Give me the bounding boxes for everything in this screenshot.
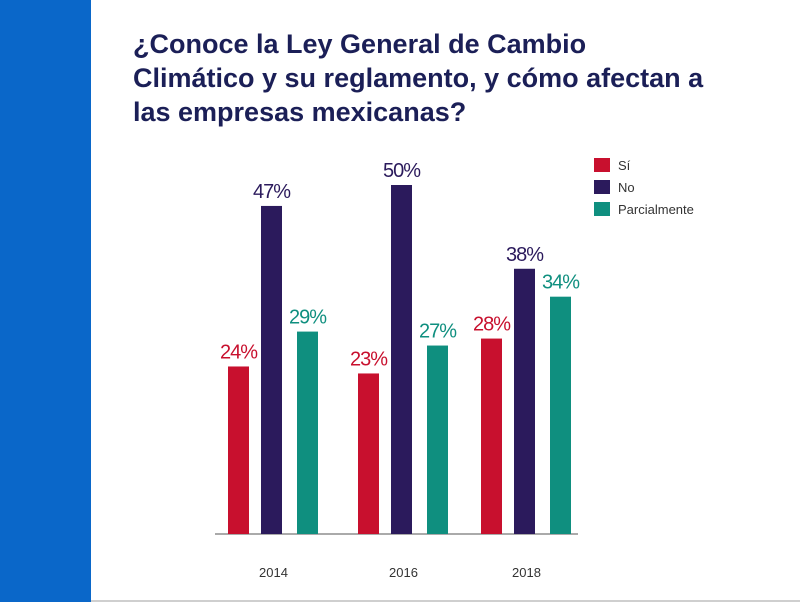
bar-2016-series-1 — [358, 373, 379, 534]
legend-label-series-1: Sí — [618, 158, 631, 173]
bar-2018-series-1 — [481, 338, 502, 534]
bottom-divider — [91, 600, 800, 602]
bar-2014-series-2 — [261, 205, 282, 534]
legend-swatch-series-2 — [594, 180, 610, 194]
bar-2016-series-2 — [391, 185, 412, 534]
title-line-3: las empresas mexicanas? — [133, 97, 467, 127]
accent-side-bar — [0, 0, 91, 602]
bar-2014-series-3 — [297, 331, 318, 534]
legend-swatch-series-3 — [594, 202, 610, 216]
data-label-2014-series-2: 47% — [253, 181, 291, 203]
legend-label-series-3: Parcialmente — [618, 202, 694, 217]
slide-title: ¿Conoce la Ley General de Cambio Climáti… — [133, 27, 733, 129]
data-label-2016-series-2: 50% — [383, 160, 421, 182]
bar-2016-series-3 — [427, 345, 448, 534]
bar-2014-series-1 — [228, 366, 249, 534]
x-tick-label-2014: 2014 — [259, 565, 288, 580]
bar-2018-series-3 — [550, 296, 571, 534]
x-tick-label-2016: 2016 — [389, 565, 418, 580]
legend-swatch-series-1 — [594, 158, 610, 172]
legend-label-series-2: No — [618, 180, 635, 195]
data-label-2014-series-1: 24% — [220, 341, 258, 363]
data-label-2018-series-1: 28% — [473, 314, 511, 336]
bar-2018-series-2 — [514, 268, 535, 534]
data-label-2018-series-3: 34% — [542, 272, 580, 294]
title-line-2: Climático y su reglamento, y cómo afecta… — [133, 63, 704, 93]
data-label-2016-series-3: 27% — [419, 321, 457, 343]
data-label-2016-series-1: 23% — [350, 348, 388, 370]
x-tick-label-2018: 2018 — [512, 565, 541, 580]
data-label-2018-series-2: 38% — [506, 244, 544, 266]
data-label-2014-series-3: 29% — [289, 307, 327, 329]
title-line-1: ¿Conoce la Ley General de Cambio — [133, 29, 587, 59]
